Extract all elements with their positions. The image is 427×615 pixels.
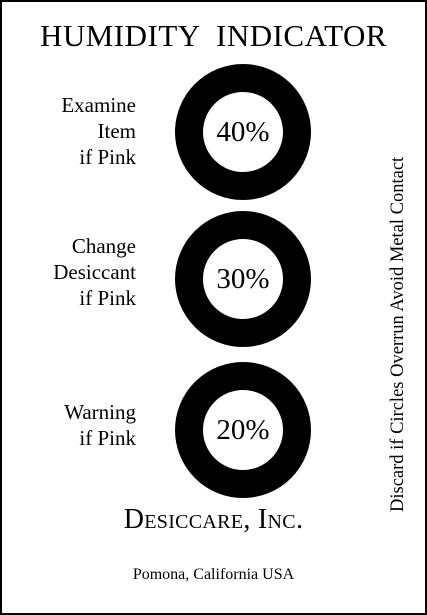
- indicator-label-line: if Pink: [79, 426, 136, 450]
- indicator-label-line: Item: [97, 119, 136, 143]
- indicator-label-line: Examine: [61, 93, 136, 117]
- ring-value: 30%: [216, 262, 270, 295]
- card-title: HUMIDITY INDICATOR: [39, 18, 388, 53]
- indicator-label-40: Examine Item if Pink: [26, 92, 136, 170]
- indicator-label-line: Desiccant: [53, 260, 136, 284]
- humidity-ring-30: 30%: [175, 211, 311, 347]
- humidity-ring-20: 20%: [175, 362, 311, 498]
- indicator-label-line: Warning: [64, 400, 136, 424]
- company-location: Pomona, California USA: [132, 566, 295, 583]
- indicator-label-20: Warning if Pink: [26, 399, 136, 451]
- indicator-label-line: if Pink: [79, 286, 136, 310]
- ring-value: 40%: [216, 115, 270, 148]
- indicator-label-30: Change Desiccant if Pink: [26, 233, 136, 311]
- discard-warning-text: Discard if Circles Overrun Avoid Metal C…: [388, 156, 408, 512]
- indicator-label-line: Change: [71, 234, 136, 258]
- company-name: Desiccare, Inc.: [123, 504, 304, 535]
- indicator-label-line: if Pink: [79, 145, 136, 169]
- ring-value: 20%: [216, 413, 270, 446]
- humidity-ring-40: 40%: [175, 64, 311, 200]
